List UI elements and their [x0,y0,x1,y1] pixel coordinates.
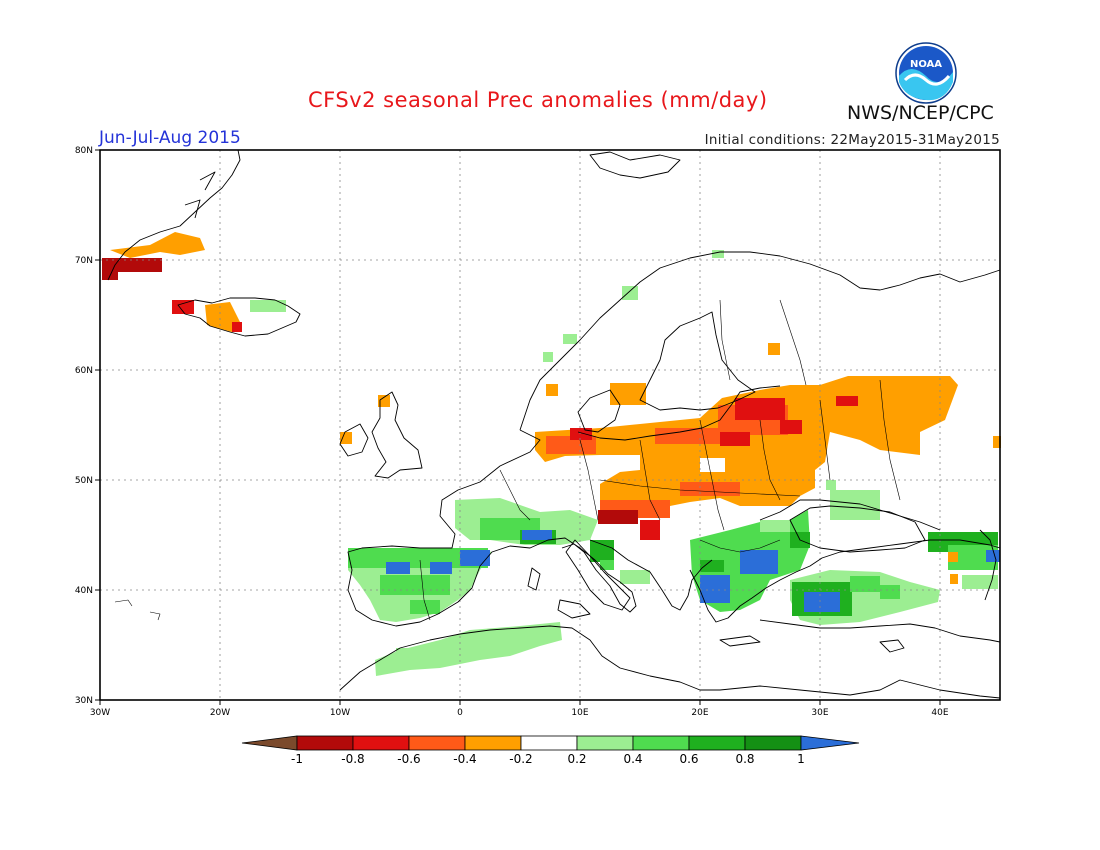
colorbar-segment [520,735,578,751]
map-title: CFSv2 seasonal Prec anomalies (mm/day) [308,88,768,112]
colorbar-segment [352,735,410,751]
coastlines [107,149,1001,699]
anomaly-field [102,232,1001,676]
colorbar-tick-label: -0.4 [453,752,476,766]
colorbar-segment [241,735,298,751]
colorbar-tick-label: 0.2 [567,752,586,766]
lon-label: 40E [931,708,948,718]
forecast-period: Jun-Jul-Aug 2015 [99,128,241,148]
lon-label: 30W [90,708,110,718]
lat-label: 30N [75,696,93,706]
map-frame [99,149,1001,701]
colorbar-tick-label: -0.6 [397,752,420,766]
colorbar-tick-label: -0.8 [341,752,364,766]
initial-conditions-label: Initial conditions: 22May2015-31May2015 [704,132,1000,148]
colorbar-tick-label: -0.2 [509,752,532,766]
colorbar-tick-label: -1 [291,752,303,766]
lat-label: 40N [75,586,93,596]
colorbar-segment [744,735,802,751]
lon-label: 20E [691,708,708,718]
colorbar-tick-label: 0.4 [623,752,642,766]
colorbar-segment [800,735,860,751]
colorbar-tick-label: 0.8 [735,752,754,766]
lat-label: 60N [75,366,93,376]
lon-label: 20W [210,708,230,718]
colorbar-segment [632,735,690,751]
lon-label: 10W [330,708,350,718]
lon-label: 0 [457,708,463,718]
colorbar-segment [576,735,634,751]
colorbar-segment [408,735,466,751]
lat-label: 50N [75,476,93,486]
colorbar-tick-label: 0.6 [679,752,698,766]
colorbar-segment [296,735,354,751]
lat-label: 80N [75,146,93,156]
colorbar-tick-label: 1 [797,752,805,766]
organization-label: NWS/NCEP/CPC [847,102,994,124]
colorbar [241,735,860,751]
colorbar-segment [464,735,522,751]
colorbar-labels: -1 -0.8 -0.6 -0.4 -0.2 0.2 0.4 0.6 0.8 1 [291,752,805,766]
lon-label: 10E [571,708,588,718]
svg-text:NOAA: NOAA [910,59,942,70]
lat-label: 70N [75,256,93,266]
colorbar-segment [688,735,746,751]
noaa-logo-icon: NOAA [895,42,957,104]
lon-label: 30E [811,708,828,718]
